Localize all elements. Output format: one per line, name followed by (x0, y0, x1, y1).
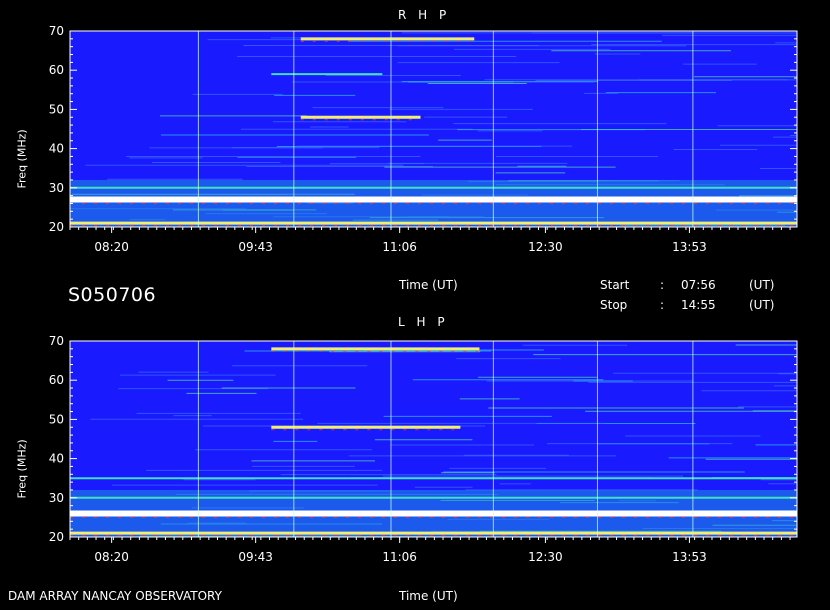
start-label: Start (600, 278, 630, 292)
y-tick-label: 30 (49, 491, 64, 505)
x-tick-label: 11:06 (382, 240, 417, 254)
x-tick-label: 08:20 (94, 550, 129, 564)
panel-title-rhp: R H P (398, 8, 451, 22)
x-tick-label: 12:30 (528, 240, 563, 254)
y-tick-label: 70 (49, 24, 64, 38)
start-separator: : (660, 278, 665, 292)
stop-label: Stop (600, 298, 628, 312)
x-tick-label: 11:06 (382, 550, 417, 564)
plot-frame (69, 340, 798, 538)
y-tick-label: 20 (49, 220, 64, 234)
observation-code: S050706 (68, 284, 157, 306)
y-tick-label: 50 (49, 412, 64, 426)
y-tick-label: 50 (49, 102, 64, 116)
observatory-credit: DAM ARRAY NANCAY OBSERVATORY (8, 589, 222, 603)
x-tick-label: 09:43 (238, 240, 273, 254)
x-axis-label-lhp: Time (UT) (399, 589, 458, 603)
x-axis-label-rhp: Time (UT) (399, 278, 458, 292)
y-tick-label: 40 (49, 142, 64, 156)
stop-unit: (UT) (749, 298, 775, 312)
y-tick-label: 40 (49, 452, 64, 466)
x-tick-label: 13:53 (672, 550, 707, 564)
y-tick-label: 20 (49, 530, 64, 544)
panel-title-lhp: L H P (398, 315, 449, 329)
y-tick-label: 60 (49, 63, 64, 77)
plot-frame (69, 30, 798, 228)
start-unit: (UT) (749, 278, 775, 292)
x-tick-label: 09:43 (238, 550, 273, 564)
start-time: 07:56 (681, 278, 716, 292)
x-tick-label: 12:30 (528, 550, 563, 564)
x-tick-label: 08:20 (94, 240, 129, 254)
y-tick-label: 70 (49, 334, 64, 348)
stop-time: 14:55 (681, 298, 716, 312)
y-tick-label: 30 (49, 181, 64, 195)
stop-separator: : (660, 298, 665, 312)
x-tick-label: 13:53 (672, 240, 707, 254)
y-tick-label: 60 (49, 373, 64, 387)
